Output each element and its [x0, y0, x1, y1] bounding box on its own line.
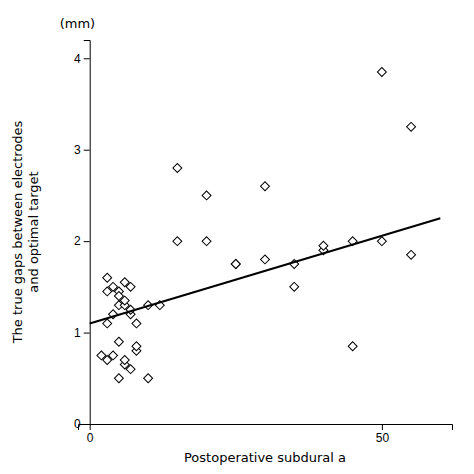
point: [114, 337, 123, 346]
y-tick-label: 2: [74, 234, 81, 248]
point: [103, 273, 112, 282]
y-tick-mark: [84, 333, 90, 334]
y-tick-mark: [84, 424, 90, 425]
y-tick: 1: [74, 326, 90, 340]
plot-area: 0 50 0 1 2 3 4: [74, 41, 453, 445]
point: [109, 351, 118, 360]
y-axis-title-line: The true gaps between electrodes: [10, 120, 25, 344]
point: [126, 365, 135, 374]
point: [120, 296, 129, 305]
y-axis-line: [84, 41, 91, 425]
y-tick-mark: [84, 241, 90, 242]
y-tick: 2: [74, 234, 90, 248]
point: [261, 255, 270, 264]
point: [132, 319, 141, 328]
x-axis: 0 50: [79, 424, 453, 445]
point: [173, 164, 182, 173]
point: [377, 68, 386, 77]
point: [377, 237, 386, 246]
point: [407, 250, 416, 259]
point: [231, 260, 240, 269]
point: [202, 237, 211, 246]
x-tick-label: 0: [87, 431, 94, 445]
points: [97, 68, 416, 383]
marks: [90, 68, 441, 383]
y-tick-mark: [84, 150, 90, 151]
y-tick: 0: [74, 417, 90, 431]
point: [261, 182, 270, 191]
y-tick-label: 1: [74, 326, 81, 340]
marks-inner: [90, 68, 441, 383]
x-tick-label: 50: [376, 431, 390, 445]
trend-line: [90, 218, 441, 323]
point: [120, 356, 129, 365]
point: [231, 260, 240, 269]
y-tick-label: 0: [74, 417, 81, 431]
y-axis-title: The true gaps between electrodesand opti…: [10, 120, 41, 344]
point: [173, 237, 182, 246]
point: [407, 122, 416, 131]
x-axis-title: Postoperative subdural a: [184, 450, 346, 465]
y-unit-label: (mm): [60, 16, 95, 31]
y-tick: 3: [74, 143, 90, 157]
point: [144, 374, 153, 383]
y-axis: 0 1 2 3 4: [74, 41, 90, 432]
point: [114, 374, 123, 383]
point: [132, 342, 141, 351]
point: [103, 319, 112, 328]
y-tick-mark: [84, 58, 90, 59]
x-tick: 0: [87, 424, 94, 445]
y-tick-label: 4: [74, 52, 81, 66]
x-axis-line: [79, 425, 453, 431]
point: [126, 282, 135, 291]
point: [202, 191, 211, 200]
y-tick-label: 3: [74, 143, 81, 157]
y-axis-title-line: and optimal target: [26, 171, 41, 292]
x-tick: 50: [376, 424, 390, 445]
point: [290, 282, 299, 291]
chart: 0 50 0 1 2 3 4 Postoperative subdural a The true…: [0, 0, 474, 474]
point: [348, 342, 357, 351]
y-tick: 4: [74, 52, 90, 66]
x-tick-mark: [382, 424, 383, 430]
point: [319, 241, 328, 250]
